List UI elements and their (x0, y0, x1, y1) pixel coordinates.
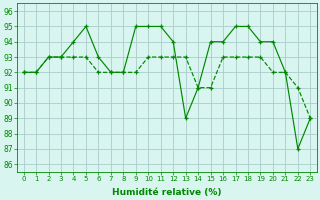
X-axis label: Humidité relative (%): Humidité relative (%) (112, 188, 222, 197)
